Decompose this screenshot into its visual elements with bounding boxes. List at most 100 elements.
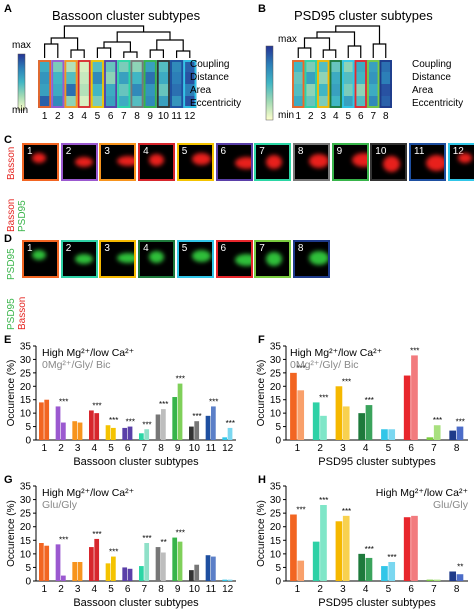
x-tick-label: 8 bbox=[454, 443, 460, 454]
bar bbox=[89, 547, 94, 581]
significance-mark: *** bbox=[142, 534, 151, 543]
micrograph-tile: 8 bbox=[292, 240, 330, 278]
bar bbox=[312, 541, 320, 581]
bar bbox=[449, 571, 457, 581]
heatmap-cell bbox=[367, 96, 380, 108]
legend-high-mg: High Mg²⁺/low Ca²⁺ bbox=[42, 347, 135, 359]
micrograph-number: 7 bbox=[259, 146, 265, 157]
column-number: 4 bbox=[81, 111, 87, 122]
dendrogram-branch bbox=[297, 47, 312, 58]
y-tick-label: 30 bbox=[270, 495, 282, 506]
panel-letter-g: G bbox=[4, 474, 13, 486]
panel-letter-h: H bbox=[258, 474, 266, 486]
panel-letter-d: D bbox=[4, 233, 12, 245]
subtype-frame bbox=[156, 60, 170, 108]
bar bbox=[55, 406, 61, 440]
row-label: Area bbox=[190, 85, 212, 96]
significance-mark: *** bbox=[226, 419, 235, 428]
bar bbox=[335, 521, 343, 581]
bar bbox=[456, 574, 464, 581]
micrograph-tile: 6 bbox=[215, 240, 253, 278]
fluorescence-spot bbox=[266, 155, 283, 169]
bar bbox=[312, 402, 320, 440]
x-tick-label: 5 bbox=[108, 443, 114, 454]
bar bbox=[39, 543, 44, 581]
y-tick-label: 30 bbox=[20, 355, 32, 366]
column-number: 2 bbox=[308, 111, 314, 122]
heatmap-cell bbox=[51, 84, 65, 96]
bar bbox=[155, 547, 161, 581]
y-tick-label: 20 bbox=[270, 522, 282, 533]
x-tick-label: 6 bbox=[408, 443, 414, 454]
y-tick-label: 30 bbox=[20, 495, 32, 506]
heatmap-cell bbox=[51, 60, 65, 72]
scale-max-label: max bbox=[12, 40, 31, 51]
heatmap-cell bbox=[143, 72, 157, 84]
x-tick-label: 1 bbox=[295, 584, 301, 595]
bar bbox=[61, 422, 66, 440]
significance-mark: *** bbox=[456, 418, 465, 427]
significance-mark: *** bbox=[365, 396, 374, 405]
row-label: Distance bbox=[190, 72, 229, 83]
heatmap-cell bbox=[379, 72, 392, 84]
heatmap-cell bbox=[170, 84, 184, 96]
fluorescence-spot bbox=[74, 254, 93, 264]
bar bbox=[127, 426, 133, 440]
heatmap-cell bbox=[38, 72, 52, 84]
subtype-frame bbox=[38, 60, 52, 108]
micrograph-tile: 2 bbox=[60, 240, 98, 278]
bar bbox=[227, 427, 233, 440]
dendrogram-branch bbox=[96, 47, 112, 58]
legend-high-mg: High Mg²⁺/low Ca²⁺ bbox=[42, 487, 135, 499]
x-tick-label: 3 bbox=[75, 584, 81, 595]
heatmap-cell bbox=[130, 96, 144, 108]
x-tick-label: 2 bbox=[58, 584, 64, 595]
bar bbox=[161, 409, 166, 440]
heatmap-row-labels-a: Coupling Distance Area Eccentricity bbox=[190, 58, 241, 110]
panel-letter-a: A bbox=[4, 3, 12, 15]
significance-mark: *** bbox=[410, 346, 419, 355]
significance-mark: ** bbox=[457, 563, 463, 572]
legend-condition: Glu/Gly bbox=[42, 499, 78, 511]
heatmap-cell bbox=[183, 84, 197, 96]
y-axis-label: Occurence (%) bbox=[6, 360, 17, 427]
subtype-frame bbox=[304, 60, 317, 108]
merge-row-label-d: PSD95 Basson bbox=[6, 297, 28, 330]
bar bbox=[72, 562, 78, 581]
bar bbox=[122, 567, 128, 581]
micrograph-number: 12 bbox=[452, 146, 464, 157]
micrograph-number: 6 bbox=[220, 243, 227, 254]
dendrogram-branch bbox=[176, 50, 191, 58]
significance-mark: *** bbox=[433, 416, 442, 425]
micrograph-number: 4 bbox=[143, 146, 149, 157]
subtype-frame bbox=[329, 60, 342, 108]
bassoon-heatmap: 1 2 3 4 5 6 7 8 9 10 11 12 bbox=[17, 25, 197, 122]
row-label: Coupling bbox=[412, 59, 452, 70]
x-tick-label: 9 bbox=[175, 443, 181, 454]
heatmap-cell bbox=[77, 96, 91, 108]
heatmap-cell bbox=[143, 84, 157, 96]
y-tick-label: 20 bbox=[20, 522, 32, 533]
y-tick-label: 35 bbox=[20, 482, 32, 493]
heatmap-cell bbox=[342, 72, 355, 84]
bar bbox=[433, 425, 441, 440]
x-tick-label: 5 bbox=[108, 584, 114, 595]
fluorescence-spot bbox=[149, 154, 165, 166]
fluorescence-spot bbox=[308, 251, 328, 265]
scale-min-label: min bbox=[12, 105, 29, 116]
y-tick-label: 25 bbox=[20, 368, 32, 379]
subtype-frame bbox=[317, 60, 330, 108]
x-tick-label: 4 bbox=[363, 443, 369, 454]
x-tick-label: 7 bbox=[142, 443, 148, 454]
bar bbox=[227, 579, 233, 581]
fluorescence-spot bbox=[32, 250, 46, 260]
heatmap-cell bbox=[143, 60, 157, 72]
heatmap-cell bbox=[156, 60, 170, 72]
micrograph-number: 11 bbox=[414, 146, 425, 157]
micrograph-number: 7 bbox=[259, 243, 265, 254]
bar bbox=[189, 426, 194, 440]
subtype-frame bbox=[379, 60, 392, 108]
heatmap-cell bbox=[117, 96, 131, 108]
